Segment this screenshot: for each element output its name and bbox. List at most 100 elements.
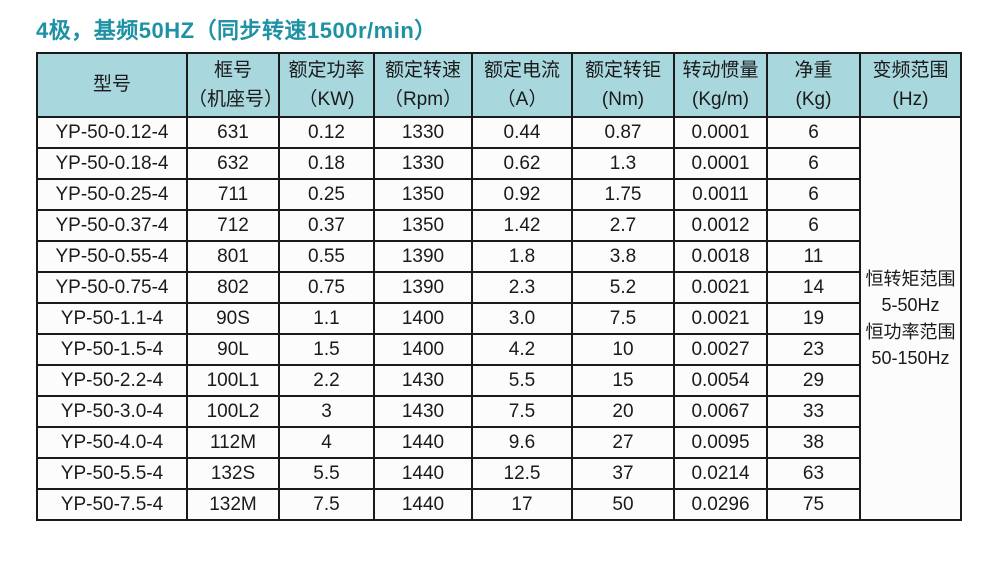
table-cell: 1430 — [373, 364, 473, 397]
table-cell: 38 — [766, 426, 861, 459]
freq-range-line: 恒功率范围 — [865, 321, 956, 342]
table-cell: 50 — [571, 488, 675, 521]
table-cell: 132M — [186, 488, 280, 521]
table-cell: 4.2 — [471, 333, 573, 366]
table-cell: 112M — [186, 426, 280, 459]
table-cell: 6 — [766, 116, 861, 149]
table-cell: 100L1 — [186, 364, 280, 397]
table-cell: YP-50-0.75-4 — [36, 271, 188, 304]
table-row: YP-50-4.0-4 112M 4 1440 9.6 27 0.0095 38 — [36, 426, 961, 459]
table-cell: 1390 — [373, 271, 473, 304]
freq-range-line: 5-50Hz — [881, 295, 940, 316]
table-cell: 1350 — [373, 209, 473, 242]
table-cell: 0.0018 — [673, 240, 768, 273]
column-header-line2: （A） — [496, 89, 548, 110]
table-cell: 2.2 — [278, 364, 375, 397]
table-cell: 15 — [571, 364, 675, 397]
table-cell: 0.75 — [278, 271, 375, 304]
table-cell: 801 — [186, 240, 280, 273]
table-cell: 1.8 — [471, 240, 573, 273]
table-cell: 0.0095 — [673, 426, 768, 459]
column-header-line2: (Kg) — [795, 89, 832, 110]
table-cell: 0.12 — [278, 116, 375, 149]
column-header-line1: 变频范围 — [872, 59, 949, 81]
table-cell: 3.8 — [571, 240, 675, 273]
table-cell: 802 — [186, 271, 280, 304]
table-cell: 2.7 — [571, 209, 675, 242]
column-header-inertia: 转动惯量 (Kg/m) — [673, 52, 768, 118]
column-header-frame: 框号 （机座号） — [186, 52, 280, 118]
table-cell: 1390 — [373, 240, 473, 273]
table-row: YP-50-2.2-4 100L1 2.2 1430 5.5 15 0.0054 29 — [36, 364, 961, 397]
table-cell: YP-50-0.37-4 — [36, 209, 188, 242]
table-cell: YP-50-1.1-4 — [36, 302, 188, 335]
column-header-line1: 转动惯量 — [682, 59, 759, 81]
table-row: YP-50-7.5-4 132M 7.5 1440 17 50 0.0296 75 — [36, 488, 961, 521]
table-cell: YP-50-2.2-4 — [36, 364, 188, 397]
table-cell: 29 — [766, 364, 861, 397]
table-cell: 1440 — [373, 488, 473, 521]
freq-range-cell: 恒转矩范围 5-50Hz 恒功率范围 50-150Hz — [859, 116, 962, 521]
table-cell: 4 — [278, 426, 375, 459]
table-cell: 63 — [766, 457, 861, 490]
column-header-net-weight: 净重 (Kg) — [766, 52, 861, 118]
table-cell: 0.0001 — [673, 116, 768, 149]
table-cell: 33 — [766, 395, 861, 428]
table-row: YP-50-1.5-4 90L 1.5 1400 4.2 10 0.0027 23 — [36, 333, 961, 366]
table-cell: 2.3 — [471, 271, 573, 304]
table-cell: 1.42 — [471, 209, 573, 242]
table-row: YP-50-0.18-4 632 0.18 1330 0.62 1.3 0.0001 6 — [36, 147, 961, 180]
table-cell: YP-50-0.55-4 — [36, 240, 188, 273]
table-cell: 0.0054 — [673, 364, 768, 397]
table-cell: 0.87 — [571, 116, 675, 149]
table-row: YP-50-0.75-4 802 0.75 1390 2.3 5.2 0.0021 14 — [36, 271, 961, 304]
column-header-line1: 型号 — [92, 74, 131, 96]
column-header-rated-torque: 额定转钜 (Nm) — [571, 52, 675, 118]
table-cell: 11 — [766, 240, 861, 273]
table-cell: 0.37 — [278, 209, 375, 242]
table-cell: 1.1 — [278, 302, 375, 335]
table-cell: YP-50-1.5-4 — [36, 333, 188, 366]
table-cell: 0.0027 — [673, 333, 768, 366]
table-cell: YP-50-4.0-4 — [36, 426, 188, 459]
page-title: 4极，基频50HZ（同步转速1500r/min） — [36, 18, 437, 43]
column-header-rated-power: 额定功率 （KW) — [278, 52, 375, 118]
table-cell: 3 — [278, 395, 375, 428]
table-cell: 17 — [471, 488, 573, 521]
column-header-line2: （机座号） — [188, 89, 279, 110]
table-cell: 132S — [186, 457, 280, 490]
table-cell: 1.75 — [571, 178, 675, 211]
table-cell: 1350 — [373, 178, 473, 211]
column-header-freq-range: 变频范围 (Hz) — [859, 52, 962, 118]
table-cell: YP-50-7.5-4 — [36, 488, 188, 521]
column-header-model: 型号 — [36, 52, 188, 118]
table-cell: 0.0001 — [673, 147, 768, 180]
column-header-line1: 额定功率 — [288, 59, 365, 81]
table-row: YP-50-0.12-4 631 0.12 1330 0.44 0.87 0.0001 6 恒转… — [36, 116, 962, 521]
table-cell: 0.0011 — [673, 178, 768, 211]
table-cell: 5.2 — [571, 271, 675, 304]
table-cell: 1.3 — [571, 147, 675, 180]
table-cell: 0.25 — [278, 178, 375, 211]
table-row: YP-50-5.5-4 132S 5.5 1440 12.5 37 0.0214 63 — [36, 457, 961, 490]
table-cell: 0.18 — [278, 147, 375, 180]
table-cell: 0.0067 — [673, 395, 768, 428]
table-cell: 0.0214 — [673, 457, 768, 490]
column-header-line1: 额定转速 — [384, 59, 461, 81]
column-header-line1: 框号 — [213, 59, 252, 81]
table-cell: 0.0012 — [673, 209, 768, 242]
table-body: YP-50-0.12-4 631 0.12 1330 0.44 0.87 0.0001 6 恒转… — [36, 116, 962, 521]
table-cell: 0.0296 — [673, 488, 768, 521]
column-header-line2: (Kg/m) — [692, 89, 749, 110]
table-cell: 1440 — [373, 457, 473, 490]
table-cell: 20 — [571, 395, 675, 428]
table-row: YP-50-0.25-4 711 0.25 1350 0.92 1.75 0.0011 6 — [36, 178, 961, 211]
table-cell: 37 — [571, 457, 675, 490]
table-cell: 0.92 — [471, 178, 573, 211]
table-cell: 7.5 — [571, 302, 675, 335]
table-cell: 6 — [766, 209, 861, 242]
table-cell: 1400 — [373, 333, 473, 366]
table-row: YP-50-3.0-4 100L2 3 1430 7.5 20 0.0067 33 — [36, 395, 961, 428]
table-cell: YP-50-5.5-4 — [36, 457, 188, 490]
table-cell: 0.55 — [278, 240, 375, 273]
